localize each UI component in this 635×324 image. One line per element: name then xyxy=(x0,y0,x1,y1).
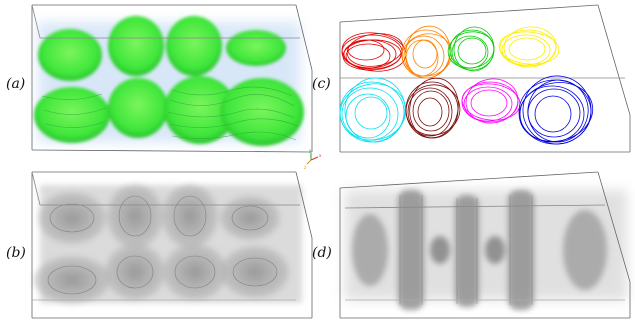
panel-label-a: (a) xyxy=(6,76,25,92)
streamline-cluster-magenta xyxy=(461,78,521,124)
streamline-cluster-red xyxy=(341,32,407,72)
panel-c-streamlines xyxy=(339,25,594,145)
streamline-cluster-blue xyxy=(518,75,594,145)
streamline-cluster-darkred xyxy=(405,77,461,139)
axis-triad: x y z xyxy=(304,148,322,170)
axis-y-label: y xyxy=(309,148,312,153)
panel-a: (a) xyxy=(6,4,313,153)
streamline-cluster-orange xyxy=(401,25,453,79)
streamline-cluster-cyan xyxy=(339,77,407,143)
panel-d: (d) xyxy=(312,171,631,319)
panel-a-bounding-box xyxy=(31,4,313,153)
panel-b-bounding-box xyxy=(31,171,313,319)
panel-d-gray-volume xyxy=(345,190,627,310)
panel-c: (c) xyxy=(312,4,631,153)
axis-x-label: x xyxy=(319,153,322,158)
panel-label-b: (b) xyxy=(6,245,26,261)
panel-label-d: (d) xyxy=(312,245,332,261)
streamline-cluster-yellow xyxy=(498,26,560,68)
streamline-cluster-green xyxy=(447,26,495,72)
panel-label-c: (c) xyxy=(312,76,331,92)
panel-b: (b) xyxy=(6,171,313,319)
panel-a-green-vortices xyxy=(34,16,304,146)
panel-c-bounding-box xyxy=(339,4,631,153)
panel-d-bounding-box xyxy=(339,171,631,319)
panel-b-gray-volume xyxy=(34,184,302,304)
axis-z-label: z xyxy=(304,165,306,170)
